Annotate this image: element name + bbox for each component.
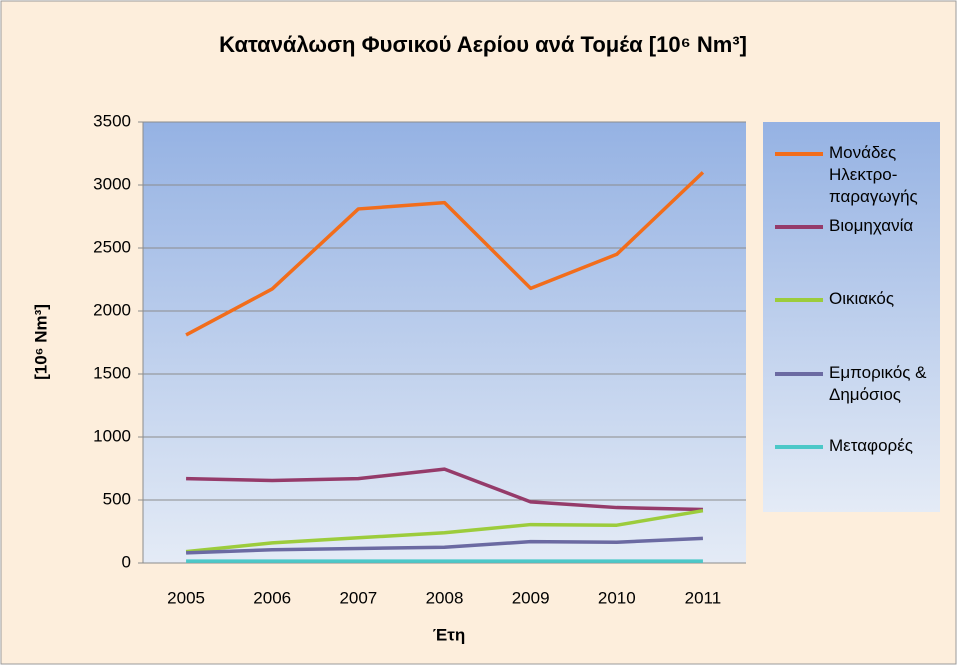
x-tick-label: 2010 [598, 588, 636, 607]
y-tick-label: 3500 [93, 111, 131, 130]
legend-swatch [775, 225, 823, 229]
legend-swatch [775, 298, 823, 302]
x-tick-label: 2008 [426, 588, 464, 607]
legend: Μονάδες Ηλεκτρο-παραγωγής Βιομηχανία Οικια… [763, 122, 940, 512]
x-axis-label: Έτη [433, 625, 465, 644]
series-line [186, 467, 703, 512]
y-tick-label: 2500 [93, 237, 131, 256]
legend-swatch [775, 372, 823, 376]
legend-label: Εμπορικός & Δημόσιος [829, 363, 927, 404]
legend-label: Μεταφορές [829, 436, 913, 455]
legend-label: Οικιακός [829, 289, 895, 308]
y-tick-label: 0 [122, 552, 131, 571]
y-tick-label: 1500 [93, 363, 131, 382]
x-tick-label: 2007 [339, 588, 377, 607]
y-tick-label: 3000 [93, 174, 131, 193]
series-line [186, 536, 704, 555]
x-tick-label: 2006 [253, 588, 291, 607]
chart-title: Κατανάλωση Φυσικού Αερίου ανά Τομέα [10⁶… [219, 32, 747, 57]
y-axis-label: [10⁶ Nm³] [31, 304, 50, 380]
legend-label: Βιομηχανία [829, 216, 914, 235]
y-tick-label: 500 [103, 489, 131, 508]
y-tick-label: 1000 [93, 426, 131, 445]
legend-swatch [775, 152, 823, 156]
y-tick-label: 2000 [93, 300, 131, 319]
x-tick-label: 2005 [167, 588, 205, 607]
x-tick-label: 2011 [685, 588, 722, 607]
series-line [185, 508, 704, 554]
plot-area [143, 122, 746, 563]
legend-label: Μονάδες Ηλεκτρο-παραγωγής [829, 143, 918, 206]
x-tick-label: 2009 [512, 588, 550, 607]
legend-swatch [775, 445, 823, 449]
series-line [185, 171, 705, 337]
